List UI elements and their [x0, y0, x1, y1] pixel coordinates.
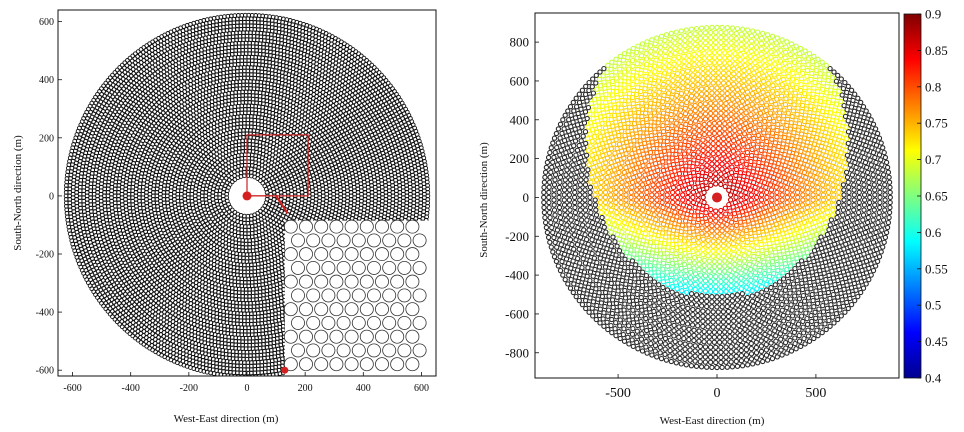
heliostat-point [181, 242, 187, 247]
heliostat-point [223, 211, 229, 216]
heliostat-point [183, 142, 189, 147]
heliostat-point [212, 219, 218, 225]
heliostat-point [214, 165, 220, 170]
heliostat-point [202, 143, 208, 148]
heliostat-point [166, 124, 172, 130]
heliostat-point [183, 245, 189, 250]
heliostat-point [168, 264, 174, 270]
heliostat-point [168, 122, 174, 127]
heliostat-point [171, 119, 177, 125]
heliostat-point [179, 274, 184, 280]
heliostat-point [166, 262, 172, 268]
heliostat-point [188, 250, 194, 255]
left-chart: -600 -400 -200 0 200 400 600 -600-400-20002004… [12, 9, 437, 425]
heliostat-point [171, 267, 177, 273]
heliostat-point [188, 136, 194, 142]
heliostat-point [214, 222, 220, 227]
heliostat-point [220, 164, 226, 170]
